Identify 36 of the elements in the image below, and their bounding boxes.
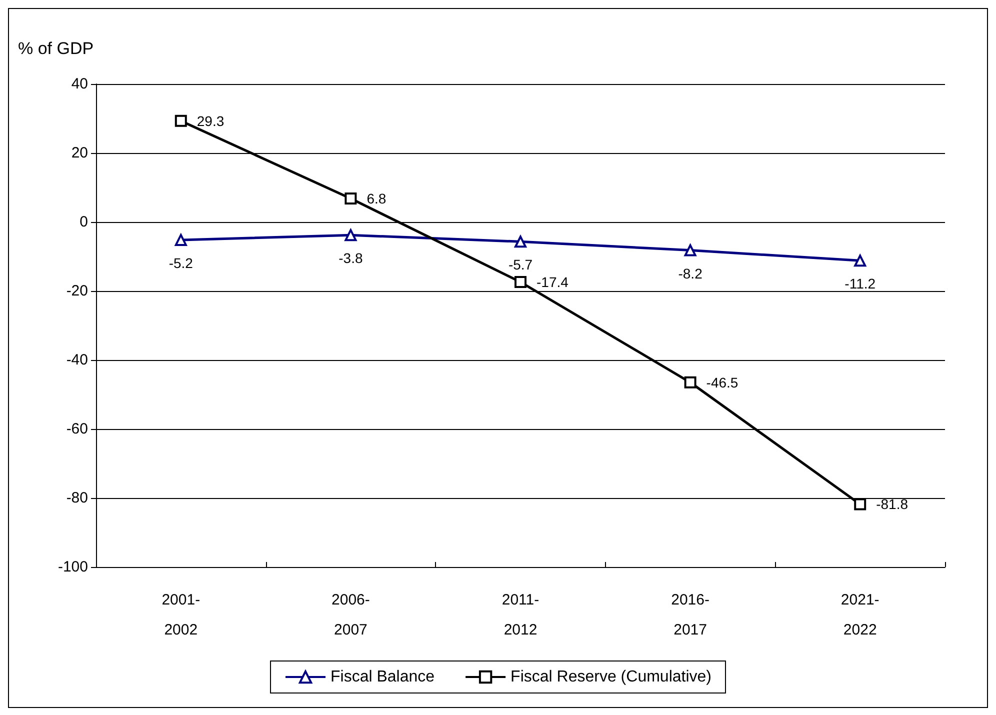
y-tick-label: 40 bbox=[71, 76, 88, 92]
point bbox=[174, 234, 187, 246]
point bbox=[174, 114, 187, 127]
point bbox=[344, 192, 357, 205]
y-tick-label: -80 bbox=[66, 490, 88, 506]
y-tick-label: -40 bbox=[66, 352, 88, 368]
x-tick-label: 2006-2007 bbox=[332, 592, 370, 638]
point bbox=[344, 229, 357, 242]
x-tick-label: 2016-2017 bbox=[671, 592, 710, 638]
y-tick-label: -60 bbox=[66, 420, 88, 438]
y-tick-label: -100 bbox=[58, 558, 88, 576]
y-tick-label: 0 bbox=[80, 214, 88, 230]
data-label: -8.2 bbox=[678, 265, 703, 282]
legend-label: Fiscal Balance bbox=[330, 668, 435, 686]
data-label: -5.2 bbox=[168, 254, 194, 271]
data-label: -11.2 bbox=[844, 276, 876, 292]
data-label: -5.7 bbox=[508, 256, 533, 273]
data-label: 6.8 bbox=[366, 190, 386, 207]
x-tick-label: 2021-2022 bbox=[840, 592, 880, 638]
data-label: -46.5 bbox=[706, 374, 738, 390]
x-tick-label: 2001-2002 bbox=[162, 592, 200, 638]
data-label: -81.8 bbox=[876, 496, 908, 512]
data-label: 29.3 bbox=[196, 112, 224, 129]
point bbox=[854, 254, 866, 267]
legend-label: Fiscal Reserve (Cumulative) bbox=[510, 668, 712, 686]
point bbox=[684, 376, 696, 388]
point bbox=[514, 276, 526, 288]
data-label: -3.8 bbox=[338, 250, 363, 266]
x-tick-label: 2011-2012 bbox=[502, 592, 540, 638]
point bbox=[514, 236, 526, 248]
y-axis-title: % of GDP bbox=[18, 39, 94, 58]
point bbox=[684, 244, 696, 256]
point bbox=[854, 498, 866, 510]
data-label: -17.4 bbox=[536, 274, 569, 290]
y-tick-label: 20 bbox=[71, 144, 88, 162]
y-tick-label: -20 bbox=[66, 282, 88, 300]
